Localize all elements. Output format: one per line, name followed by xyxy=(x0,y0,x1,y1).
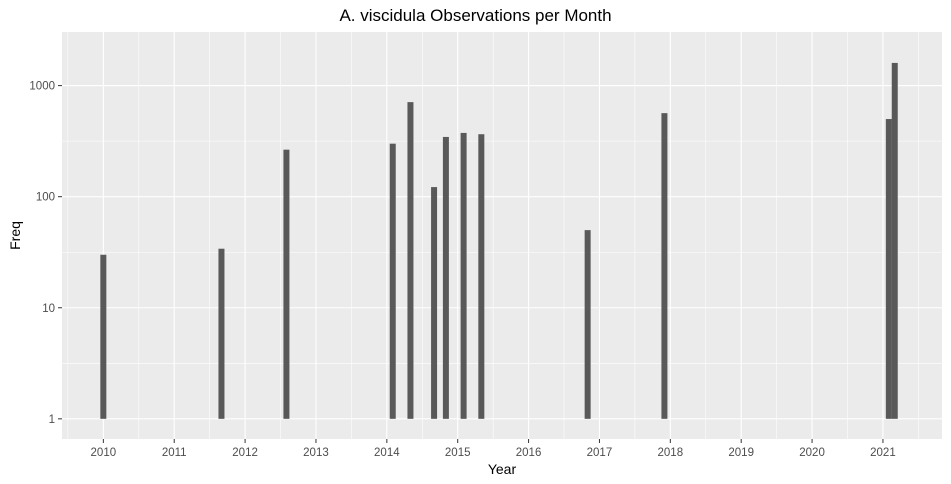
bar xyxy=(891,62,898,419)
y-axis-title: Freq xyxy=(7,221,23,250)
bar xyxy=(389,143,396,419)
x-tick-label: 2011 xyxy=(162,447,187,459)
y-tick-label: 100 xyxy=(36,192,55,204)
y-axis: 1 10 100 1000 xyxy=(29,81,62,426)
bar xyxy=(460,132,467,419)
x-tick-label: 2017 xyxy=(587,447,613,459)
x-tick-label: 2018 xyxy=(658,447,684,459)
bars xyxy=(100,62,898,419)
x-tick-label: 2013 xyxy=(303,447,329,459)
x-tick-label: 2016 xyxy=(516,447,542,459)
x-tick-label: 2014 xyxy=(374,447,400,459)
x-tick-label: 2010 xyxy=(91,447,117,459)
y-tick-label: 1 xyxy=(49,414,55,426)
bar xyxy=(478,134,485,419)
bar xyxy=(661,113,668,419)
bar xyxy=(584,230,591,419)
x-axis-title: Year xyxy=(488,461,517,477)
x-tick-label: 2020 xyxy=(799,447,825,459)
bar xyxy=(442,136,449,419)
bar xyxy=(407,102,414,419)
chart-title: A. viscidula Observations per Month xyxy=(339,6,612,25)
bar xyxy=(218,248,225,419)
y-tick-label: 10 xyxy=(42,303,55,315)
x-tick-label: 2021 xyxy=(870,447,896,459)
bar xyxy=(100,254,107,419)
bar xyxy=(885,119,892,419)
x-axis: 2010 2011 2012 2013 2014 2015 2016 2017 2018 2019… xyxy=(91,439,896,459)
x-tick-label: 2015 xyxy=(445,447,471,459)
grid-major xyxy=(62,32,942,439)
bar xyxy=(283,149,290,419)
x-tick-label: 2012 xyxy=(232,447,258,459)
plot-panel xyxy=(62,32,942,439)
x-tick-label: 2019 xyxy=(728,447,754,459)
grid-minor xyxy=(62,32,942,439)
bar xyxy=(431,187,438,419)
y-tick-label: 1000 xyxy=(29,81,55,93)
